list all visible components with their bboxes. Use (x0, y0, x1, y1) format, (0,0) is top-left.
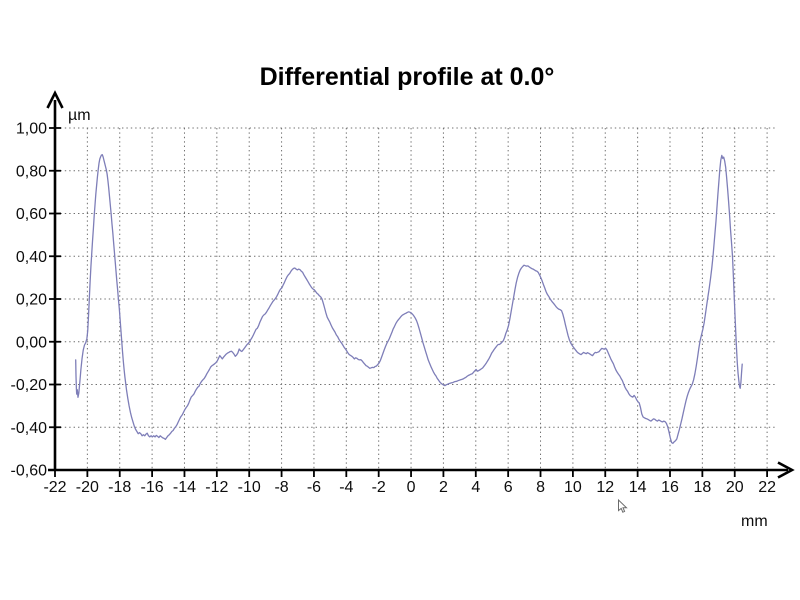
y-tick-label: -0,20 (11, 377, 48, 394)
axes (46, 90, 795, 479)
x-tick-label: -8 (274, 479, 288, 496)
x-tick-label: 16 (661, 479, 679, 496)
x-tick-label: -16 (141, 479, 164, 496)
x-tick-label: -6 (307, 479, 321, 496)
x-tick-label: -18 (108, 479, 131, 496)
x-tick-label: 20 (726, 479, 744, 496)
x-tick-label: 6 (504, 479, 513, 496)
y-tick-label: 0,60 (16, 206, 47, 223)
x-tick-label: 4 (471, 479, 480, 496)
mouse-cursor (618, 498, 628, 513)
y-tick-label: 1,00 (16, 121, 47, 138)
mouse-cursor-icon (618, 498, 628, 513)
y-tick-label: 0,40 (16, 249, 47, 266)
chart-title: Differential profile at 0.0° (259, 63, 555, 91)
x-tick-label: -22 (43, 479, 66, 496)
x-tick-label: 14 (629, 479, 647, 496)
x-axis-unit-label: mm (741, 513, 768, 530)
x-tick-label: -12 (205, 479, 228, 496)
x-tick-label: 0 (407, 479, 416, 496)
x-tick-label: 8 (536, 479, 545, 496)
x-tick-label: -10 (238, 479, 261, 496)
gridlines (56, 127, 775, 469)
y-tick-label: 0,00 (16, 334, 47, 351)
axis-tick-labels: -22 -20 -18 -16 -14 -12 -10 -8 -6 -4 -2 0 2 4 6 8 10 12 14… (11, 121, 777, 497)
x-axis-arrow-icon (777, 461, 795, 479)
x-tick-label: -2 (372, 479, 386, 496)
y-axis-arrow-icon (46, 90, 64, 109)
x-tick-label: -20 (76, 479, 99, 496)
y-tick-label: 0,80 (16, 163, 47, 180)
y-tick-label: -0,60 (11, 463, 48, 480)
x-tick-label: 12 (596, 479, 614, 496)
profile-curve-group (75, 154, 743, 444)
axis-ticks (49, 127, 768, 477)
x-tick-label: -14 (173, 479, 196, 496)
differential-profile-curve (75, 154, 743, 444)
x-tick-label: -4 (339, 479, 353, 496)
x-tick-label: 2 (439, 479, 448, 496)
y-tick-label: -0,40 (11, 420, 48, 437)
x-tick-label: 10 (564, 479, 582, 496)
y-tick-label: 0,20 (16, 292, 47, 309)
x-tick-label: 18 (693, 479, 711, 496)
y-axis-unit-label: µm (68, 107, 91, 124)
x-tick-label: 22 (758, 479, 776, 496)
